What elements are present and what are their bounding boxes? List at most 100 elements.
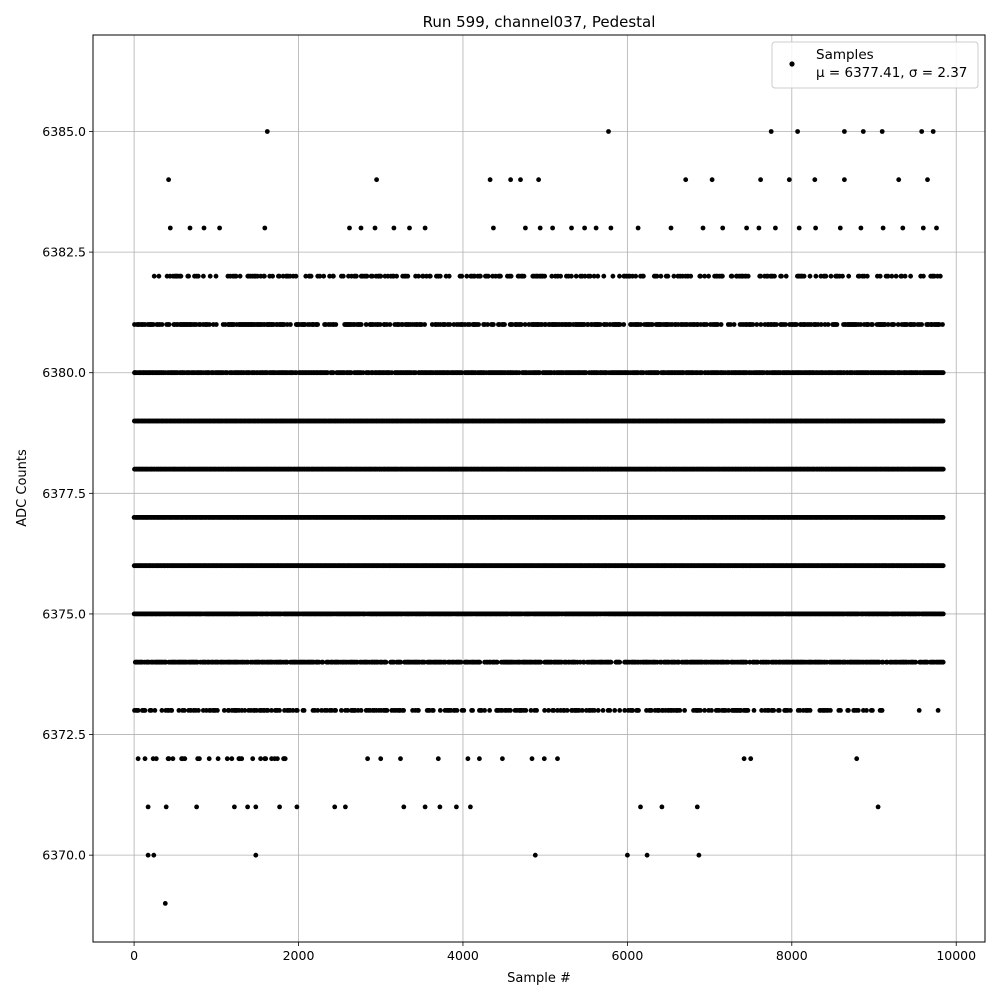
data-point [846, 273, 852, 279]
data-point [394, 273, 399, 279]
data-point [213, 273, 219, 279]
data-point [508, 273, 514, 279]
data-point [502, 322, 507, 327]
data-point [437, 273, 443, 279]
data-point [702, 273, 707, 279]
data-point [195, 273, 201, 279]
data-point [201, 273, 206, 279]
data-point [919, 322, 924, 327]
data-point [446, 273, 452, 279]
data-point [665, 273, 671, 279]
data-point [151, 273, 157, 279]
data-point [688, 273, 694, 279]
data-point [940, 418, 946, 424]
data-point [427, 273, 433, 279]
data-point [633, 273, 639, 279]
data-point [597, 322, 603, 327]
data-point [476, 322, 481, 327]
data-point [823, 273, 829, 279]
data-point [698, 273, 703, 279]
data-point [750, 322, 756, 327]
data-point [582, 273, 588, 279]
data-point [601, 273, 607, 279]
data-point [420, 273, 426, 279]
data-point [858, 322, 864, 327]
data-point [895, 322, 901, 327]
data-point [518, 322, 524, 327]
data-point [522, 322, 528, 327]
data-point [783, 322, 788, 327]
data-point [921, 273, 926, 279]
data-point [864, 273, 870, 279]
data-point [912, 322, 917, 327]
data-point [779, 273, 784, 279]
data-point [715, 322, 720, 327]
data-point [940, 466, 946, 472]
data-point [447, 322, 453, 327]
data-point [364, 273, 370, 279]
data-point [467, 322, 472, 327]
data-point [207, 322, 212, 327]
data-point [331, 273, 336, 279]
data-point [658, 273, 664, 279]
data-point [728, 322, 733, 327]
data-point [772, 273, 777, 279]
data-point [649, 322, 655, 327]
data-point [166, 322, 172, 327]
data-point [213, 322, 219, 327]
data-point [940, 322, 945, 327]
data-point [270, 273, 275, 279]
data-point [940, 370, 946, 376]
data-point [237, 273, 243, 279]
data-point [801, 273, 807, 279]
data-point [207, 273, 213, 279]
data-point [899, 273, 905, 279]
data-point [731, 322, 737, 327]
data-point [818, 322, 824, 327]
data-point [354, 273, 359, 279]
data-point [754, 322, 760, 327]
data-point [595, 273, 601, 279]
data-point [573, 273, 579, 279]
data-point [794, 322, 799, 327]
data-point [940, 563, 946, 569]
data-point [758, 273, 764, 279]
data-point [459, 273, 465, 279]
data-point [834, 322, 840, 327]
data-point [774, 322, 779, 327]
data-point [186, 273, 192, 279]
data-point [706, 273, 711, 279]
data-point [569, 273, 574, 279]
data-point [654, 273, 660, 279]
data-point [617, 273, 622, 279]
data-point [478, 273, 483, 279]
data-point [718, 322, 724, 327]
data-point [758, 322, 764, 327]
data-point [813, 273, 819, 279]
data-point [885, 273, 891, 279]
data-point [840, 273, 845, 279]
data-point [464, 273, 470, 279]
data-point [617, 322, 623, 327]
data-point [317, 273, 323, 279]
data-point [610, 273, 616, 279]
data-point [704, 322, 709, 327]
data-point [327, 273, 332, 279]
data-point [877, 273, 883, 279]
data-point [321, 273, 327, 279]
data-point [937, 273, 943, 279]
data-point [333, 322, 339, 327]
data-point [387, 322, 393, 327]
data-point [233, 273, 239, 279]
data-point [940, 515, 946, 520]
data-point [277, 273, 282, 279]
data-point [422, 322, 427, 327]
data-point [288, 322, 293, 327]
data-points [131, 129, 946, 906]
data-point [828, 273, 834, 279]
data-point [405, 273, 411, 279]
data-point [558, 273, 563, 279]
data-point [491, 322, 496, 327]
data-point [621, 322, 627, 327]
data-point [416, 273, 421, 279]
